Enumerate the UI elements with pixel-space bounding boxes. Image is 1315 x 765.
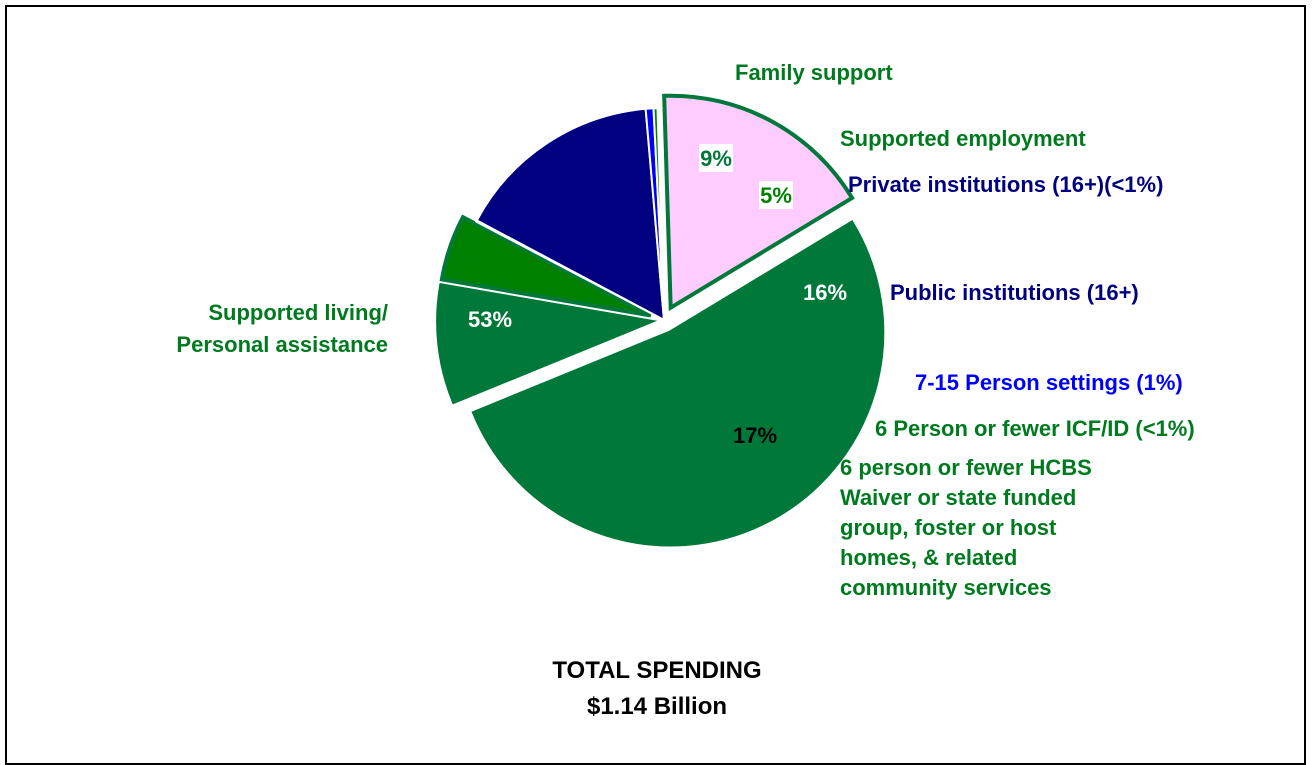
slice-category-label-1-line-1: Public institutions (16+) xyxy=(890,280,1139,305)
slice-value-label-1: 16% xyxy=(803,280,847,305)
slice-category-label-5-line-1: Supported living/ xyxy=(208,300,388,325)
slice-category-label-4-line-5: community services xyxy=(840,575,1052,600)
slice-category-label-4-line-4: homes, & related xyxy=(840,545,1017,570)
slice-category-label-7-line-1: Supported employment xyxy=(840,126,1086,151)
slice-category-label-4-line-3: group, foster or host xyxy=(840,515,1057,540)
slice-category-label-3-line-1: 6 Person or fewer ICF/ID (<1%) xyxy=(875,416,1195,441)
slice-category-label-6-line-1: Family support xyxy=(735,60,893,85)
chart-footer-total-value: $1.14 Billion xyxy=(587,693,727,720)
slice-category-label-4-line-1: 6 person or fewer HCBS xyxy=(840,455,1092,480)
slice-category-label-5-line-2: Personal assistance xyxy=(176,332,388,357)
slice-category-label-4-line-2: Waiver or state funded xyxy=(840,485,1076,510)
slice-value-label-7: 5% xyxy=(760,183,792,208)
slice-category-label-2-line-1: 7-15 Person settings (1%) xyxy=(915,370,1183,395)
pie-chart: 16% 17% 53% 9% 5% Public institutions (16+) 7… xyxy=(0,0,1315,742)
slice-value-label-5: 53% xyxy=(468,307,512,332)
slice-value-label-6: 9% xyxy=(700,146,732,171)
slice-category-label-8-line-1: Private institutions (16+)(<1%) xyxy=(848,172,1163,197)
chart-footer-total-label: TOTAL SPENDING xyxy=(552,657,761,684)
slice-value-label-4: 17% xyxy=(733,423,777,448)
